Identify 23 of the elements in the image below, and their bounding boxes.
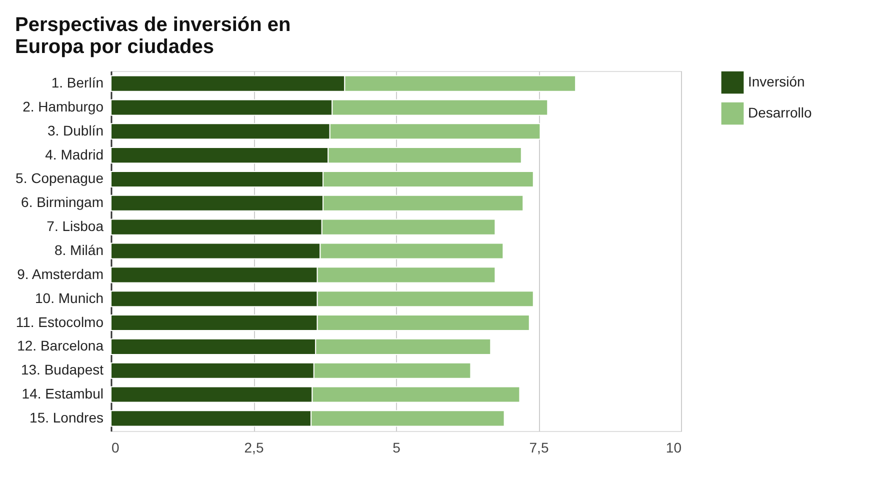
y-tick-label: 11. Estocolmo: [16, 314, 104, 330]
y-tick-label: 7. Lisboa: [46, 218, 104, 234]
y-tick-label: 4. Madrid: [45, 146, 104, 162]
chart-title: Perspectivas de inversión en Europa por ciudades: [15, 14, 291, 58]
y-tick-label: 9. Amsterdam: [17, 266, 104, 282]
y-tick-label: 3. Dublín: [47, 122, 104, 138]
y-tick-label: 8. Milán: [54, 242, 104, 258]
legend-label: Desarrollo: [748, 104, 812, 120]
y-tick-label: 10. Munich: [35, 290, 104, 306]
y-tick-label: 6. Birmingam: [21, 194, 104, 210]
x-tick-label: 5: [392, 440, 401, 456]
y-tick-label: 15. Londres: [30, 409, 104, 426]
x-tick-label: 2,5: [244, 440, 264, 456]
legend-label: Inversión: [748, 74, 805, 90]
x-tick-label: 10: [666, 440, 682, 456]
y-tick-label: 2. Hamburgo: [22, 98, 104, 114]
y-tick-label: 1. Berlín: [51, 74, 104, 91]
y-tick-label: 5. Copenague: [16, 170, 104, 186]
x-tick-label: 7,5: [529, 440, 549, 456]
y-tick-label: 13. Budapest: [20, 362, 104, 378]
y-tick-label: 12. Barcelona: [17, 338, 104, 354]
y-tick-label: 14. Estambul: [22, 386, 104, 402]
x-tick-label: 0: [112, 440, 120, 456]
